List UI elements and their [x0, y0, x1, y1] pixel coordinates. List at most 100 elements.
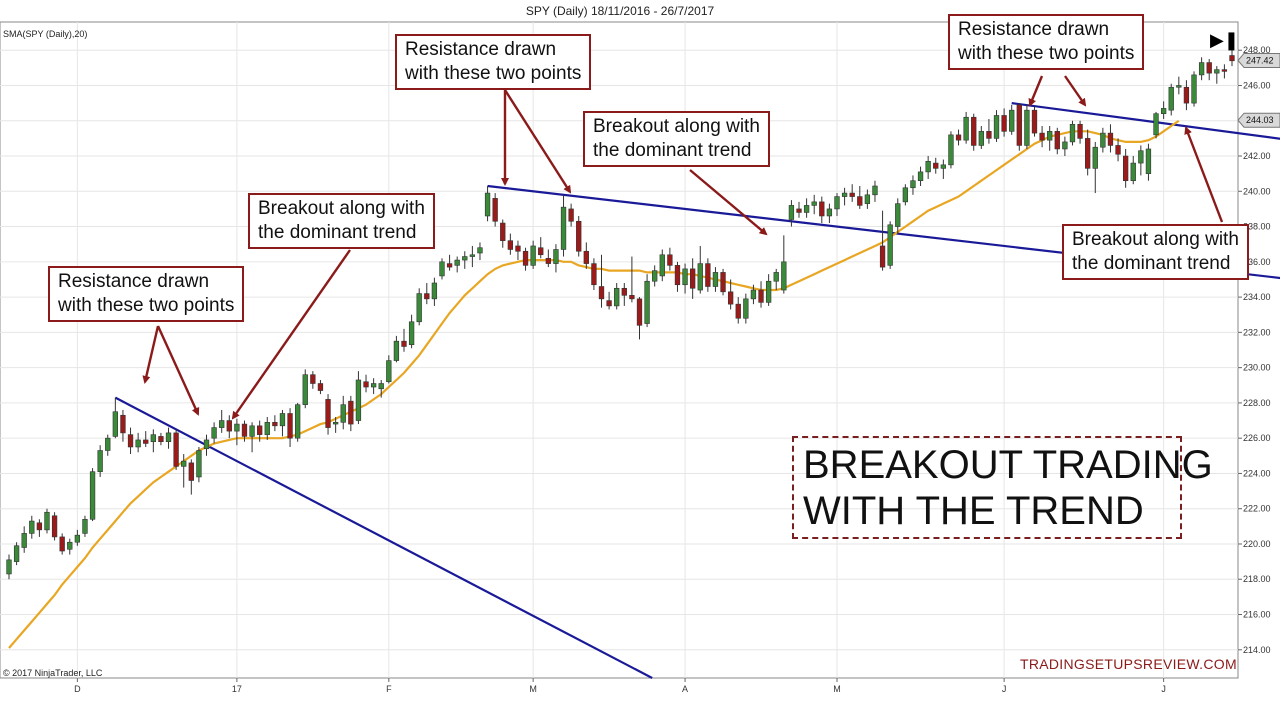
candle-body	[1077, 123, 1083, 139]
candle	[720, 268, 726, 296]
x-tick-label: A	[682, 684, 688, 694]
candle	[1047, 126, 1053, 151]
y-tick-label: 222.00	[1243, 504, 1271, 514]
candle	[477, 242, 483, 261]
candle-body	[1168, 86, 1174, 111]
candle	[97, 445, 103, 477]
x-tick-label: 17	[232, 684, 242, 694]
candle-body	[401, 340, 407, 347]
candle-body	[143, 439, 149, 444]
candle	[682, 263, 688, 294]
candle	[690, 258, 696, 299]
candle-body	[834, 196, 840, 210]
candle-body	[150, 434, 156, 442]
candle-body	[1016, 104, 1022, 146]
candle	[1016, 103, 1022, 151]
candle	[879, 210, 886, 271]
candle-body	[910, 180, 916, 189]
candle-body	[363, 381, 369, 388]
candle-body	[82, 518, 88, 534]
headline-line-1: BREAKOUT TRADING	[803, 443, 1213, 487]
candle-body	[249, 425, 255, 437]
candle-body	[287, 413, 293, 439]
candle-body	[1122, 155, 1129, 182]
candle-body	[173, 432, 179, 467]
candle-body	[1009, 109, 1015, 132]
callout-line: Breakout along with	[258, 198, 425, 219]
candle	[424, 282, 430, 305]
candle	[135, 432, 141, 453]
candle	[67, 538, 73, 555]
callout-line: with these two points	[58, 295, 235, 316]
candle	[226, 415, 232, 439]
callout-line: the dominant trend	[593, 140, 752, 161]
candle-body	[629, 295, 635, 300]
candle	[735, 297, 741, 324]
candle	[310, 371, 316, 389]
candle	[1039, 126, 1045, 148]
candle-body	[849, 192, 855, 197]
candle-body	[819, 201, 825, 217]
candle-body	[735, 303, 741, 319]
candle-body	[591, 263, 597, 286]
candle-body	[181, 460, 187, 467]
candle	[1176, 76, 1182, 95]
candle	[241, 420, 248, 442]
candle-body	[1085, 138, 1091, 169]
candle-body	[196, 450, 202, 478]
candle	[1214, 66, 1220, 84]
candle	[917, 166, 924, 186]
candle	[188, 459, 194, 495]
candle	[978, 126, 984, 149]
candle-body	[568, 208, 574, 222]
candle-body	[864, 194, 871, 204]
candle-body	[963, 116, 969, 141]
candle-body	[538, 247, 544, 256]
candle-body	[530, 245, 536, 266]
candle	[515, 240, 521, 261]
candle-body	[165, 432, 172, 442]
candle-body	[67, 541, 73, 550]
candle	[568, 203, 574, 227]
candle	[196, 446, 202, 483]
candle-body	[1100, 132, 1106, 148]
candle	[1069, 120, 1076, 146]
candle	[591, 258, 597, 291]
candle	[370, 378, 377, 395]
candle	[955, 129, 962, 146]
candle-body	[758, 289, 764, 303]
candle-body	[44, 511, 50, 531]
candle	[598, 254, 605, 308]
candle	[211, 422, 217, 444]
candle-body	[51, 515, 58, 538]
skip-to-end-icon[interactable]: ▶❚	[1210, 30, 1239, 50]
candle	[272, 415, 278, 432]
annotation-arrows	[142, 75, 1224, 420]
candle-body	[553, 249, 559, 264]
candle	[1062, 136, 1068, 157]
candle	[841, 187, 848, 206]
candle-body	[211, 427, 217, 439]
candle-body	[1107, 132, 1114, 146]
candle	[667, 247, 673, 271]
candle	[1229, 50, 1235, 67]
candle	[340, 395, 346, 430]
candle-body	[1031, 109, 1038, 134]
candle	[1168, 83, 1174, 116]
candle-body	[902, 187, 909, 203]
candle-body	[857, 196, 863, 206]
candle	[173, 429, 179, 470]
candle	[750, 284, 757, 305]
candle	[697, 245, 703, 294]
candle-body	[135, 439, 141, 448]
candles-group	[6, 50, 1235, 580]
candle-body	[332, 422, 339, 425]
candle	[165, 427, 172, 449]
candle-body	[1069, 123, 1076, 143]
candle-body	[917, 171, 924, 182]
annotation-arrow	[156, 325, 200, 416]
candle	[727, 279, 734, 310]
candle-body	[1229, 55, 1235, 62]
callout-breakout-1: Breakout along with the dominant trend	[248, 193, 435, 249]
candle-body	[469, 254, 476, 257]
